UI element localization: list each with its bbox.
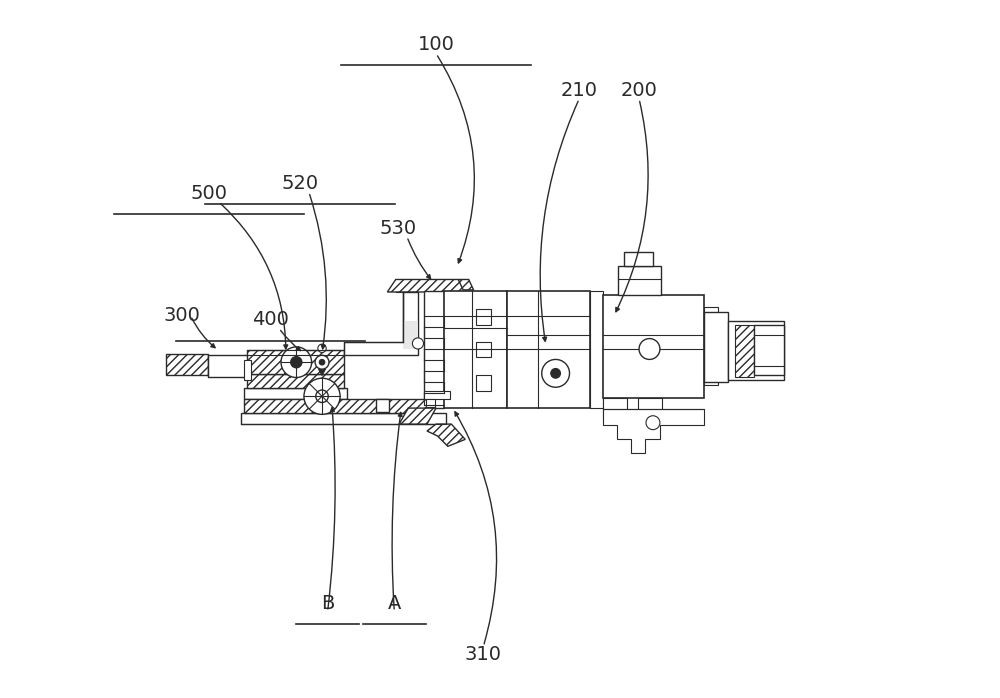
Text: 400: 400 [252,311,289,329]
Bar [638,398,662,420]
Polygon shape [603,409,704,453]
Bar [476,309,491,325]
Bar [444,291,507,408]
Text: 200: 200 [621,81,657,100]
Circle shape [412,338,424,349]
Text: 530: 530 [379,218,416,237]
Text: 100: 100 [418,35,454,54]
Circle shape [551,369,560,378]
Bar [166,354,208,375]
Circle shape [316,390,328,403]
Bar [704,312,728,382]
Bar [476,342,491,357]
Bar [244,360,251,380]
Circle shape [281,347,312,378]
Bar [590,291,603,408]
Bar [208,355,290,377]
Bar [624,252,653,265]
Text: 310: 310 [465,646,502,664]
Bar [603,398,627,420]
Bar [244,399,432,413]
Circle shape [318,344,326,352]
Bar [424,291,444,408]
Bar [735,325,754,377]
Circle shape [319,359,325,365]
Polygon shape [399,408,436,424]
Circle shape [646,416,660,430]
Polygon shape [319,369,325,376]
Circle shape [315,355,329,369]
Bar [247,350,344,374]
Bar [476,376,491,391]
Bar [603,295,704,398]
Bar [704,307,718,385]
Bar [618,265,661,295]
Bar [426,399,435,408]
Bar [754,325,784,376]
Polygon shape [427,424,465,446]
Bar [728,321,784,380]
Text: 300: 300 [164,306,201,325]
Bar [507,291,590,408]
Text: 520: 520 [281,174,318,193]
Circle shape [304,378,340,415]
Bar [376,399,389,412]
Bar [241,413,446,424]
Circle shape [542,359,570,387]
Bar [424,391,450,399]
Circle shape [291,357,302,368]
Circle shape [639,339,660,359]
Text: B: B [321,594,334,613]
Bar [403,292,418,349]
Text: 210: 210 [561,81,598,100]
Bar [244,388,347,399]
Bar [247,374,344,388]
Polygon shape [458,279,474,290]
Bar [344,342,418,355]
Text: A: A [388,594,401,613]
Polygon shape [387,279,467,292]
Bar [403,321,418,349]
Text: 500: 500 [191,184,228,203]
